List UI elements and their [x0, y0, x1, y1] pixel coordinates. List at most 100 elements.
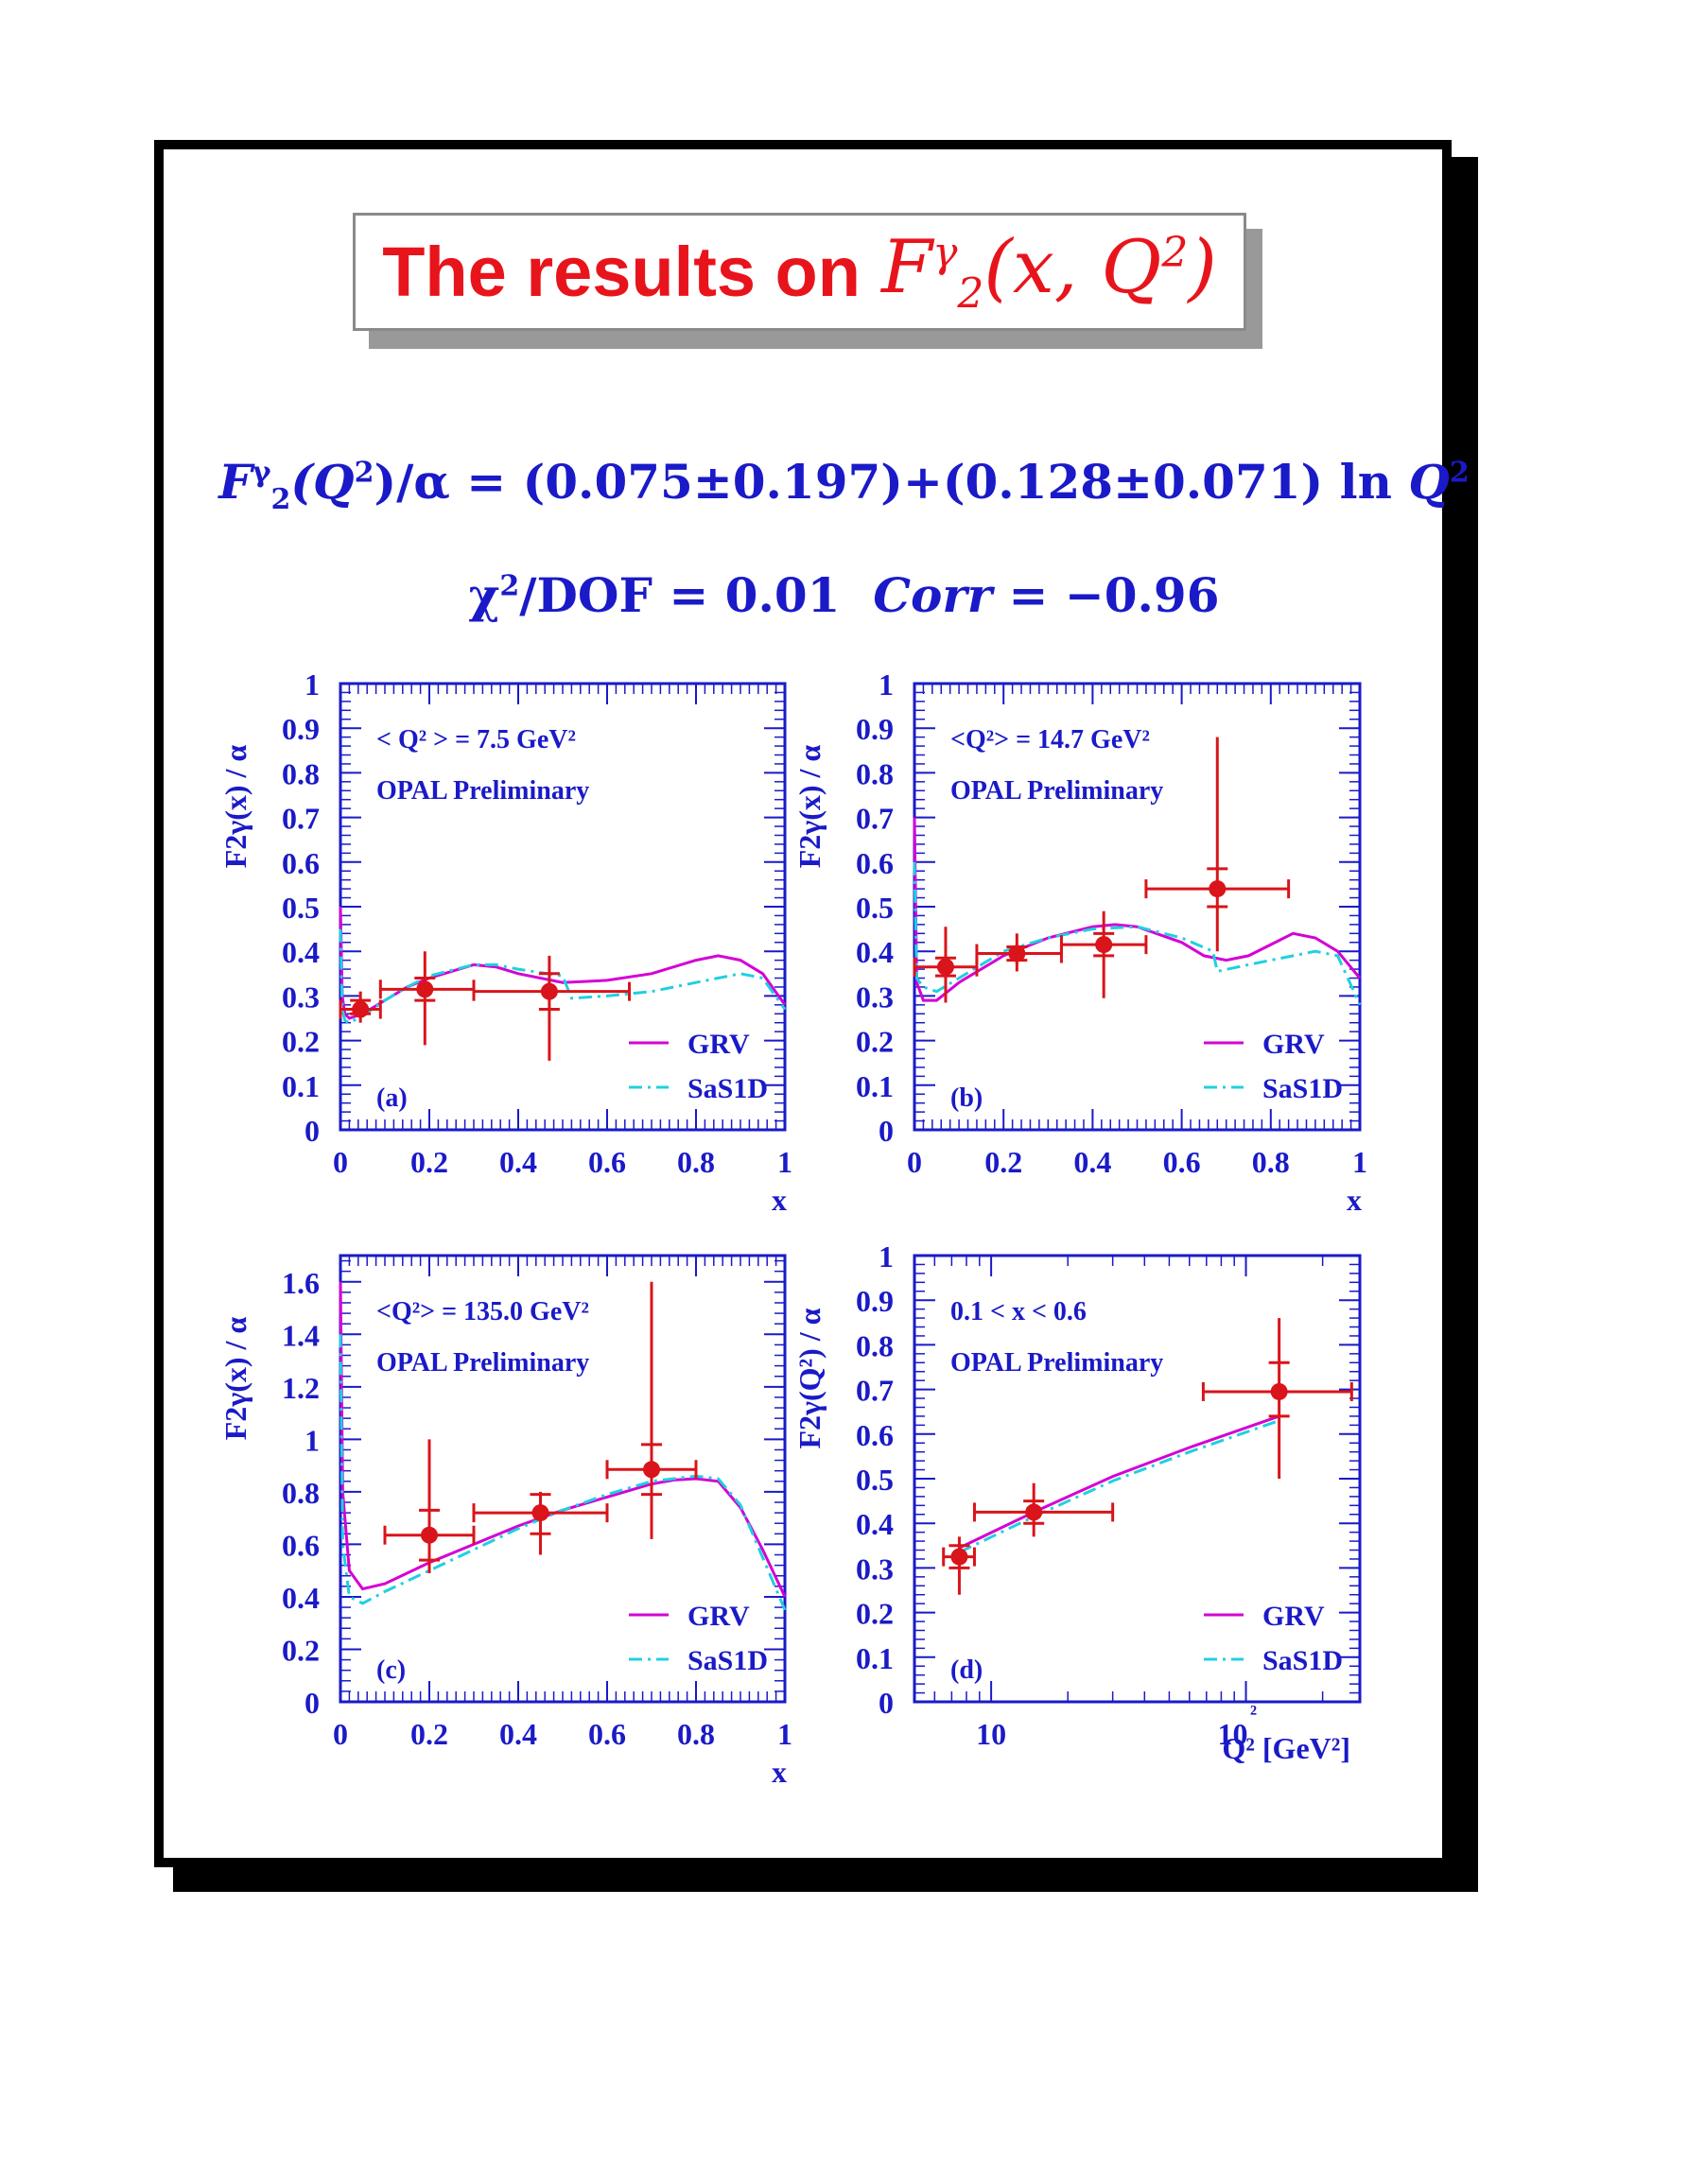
panel-a-ytick-label: 0.1: [282, 1069, 320, 1103]
panel-c-xtick-label: 1: [777, 1717, 792, 1751]
panel-b-opal-label: OPAL Preliminary: [950, 776, 1163, 806]
panel-b-ytick-label: 0.1: [856, 1069, 894, 1103]
panel-d-q2-annotation: 0.1 < x < 0.6: [950, 1297, 1087, 1326]
panel-d-legend-grv: GRV: [1262, 1601, 1325, 1632]
panel-b-ytick-label: 0.4: [856, 935, 894, 969]
panel-b-legend-sas: SaS1D: [1262, 1073, 1343, 1104]
panel-d-data-point: [950, 1548, 968, 1566]
panel-d-xtick-label: 10: [1218, 1717, 1248, 1751]
panel-d-xtick-label: 10: [976, 1717, 1006, 1751]
panel-a-data-point: [540, 982, 558, 1000]
panel-c-ytick-label: 1.6: [282, 1266, 320, 1300]
panel-a-legend-sas: SaS1D: [687, 1073, 768, 1104]
panel-d-xlabel: Q² [GeV²]: [1222, 1731, 1350, 1765]
panel-a-opal-label: OPAL Preliminary: [376, 776, 589, 806]
panel-d-xtick-label: ²: [1250, 1702, 1257, 1726]
panel-d-ytick-label: 0.4: [856, 1507, 894, 1541]
panel-a-ylabel: F2γ(x) / α: [218, 745, 252, 869]
panel-d-opal-label: OPAL Preliminary: [950, 1348, 1163, 1378]
panel-a-xtick-label: 0: [333, 1145, 348, 1179]
panel-b-ytick-label: 0.8: [856, 756, 894, 790]
panel-c-ytick-label: 1: [305, 1423, 320, 1457]
panel-a-ytick-label: 1: [305, 667, 320, 702]
panel-c-legend-sas: SaS1D: [687, 1645, 768, 1676]
panel-d-ytick-label: 0.9: [856, 1284, 894, 1318]
panel-a-curve-sas1d: [339, 928, 787, 1025]
panel-b-xtick-label: 0: [907, 1145, 922, 1179]
panel-b-xtick-label: 0.8: [1252, 1145, 1290, 1179]
panel-c-xtick-label: 0.8: [677, 1717, 715, 1751]
panel-a-xtick-label: 1: [777, 1145, 792, 1179]
panel-d-panel-label: (d): [950, 1655, 983, 1685]
panel-c-data-point: [531, 1504, 549, 1522]
panel-b-curve-sas1d: [913, 861, 1362, 1006]
panel-b-ytick-label: 1: [879, 667, 894, 702]
slide-frame: [154, 140, 1452, 1867]
panel-d-ytick-label: 0.1: [856, 1641, 894, 1675]
panel-b-xtick-label: 0.6: [1163, 1145, 1201, 1179]
panel-b-ytick-label: 0: [879, 1114, 894, 1148]
panel-c-ytick-label: 0.4: [282, 1581, 320, 1615]
panel-c-ytick-label: 1.4: [282, 1318, 320, 1352]
panel-a-xtick-label: 0.8: [677, 1145, 715, 1179]
panel-d-data-point: [1025, 1503, 1043, 1521]
fit-formula: Fγ2(Q2)/α = (0.075±0.197)+(0.128±0.071) …: [218, 454, 1470, 516]
panel-a-q2-annotation: < Q² > = 7.5 GeV²: [376, 725, 576, 754]
panel-c-xtick-label: 0.2: [410, 1717, 448, 1751]
panel-b-data-point: [1209, 880, 1227, 898]
panel-c-xtick-label: 0: [333, 1717, 348, 1751]
panel-c-ytick-label: 1.2: [282, 1371, 320, 1405]
panel-b-ytick-label: 0.7: [856, 802, 894, 836]
panel-a-data-point: [352, 1000, 370, 1018]
panel-b-data-point: [936, 958, 954, 976]
panel-b-ytick-label: 0.5: [856, 891, 894, 925]
panel-b-legend-grv: GRV: [1262, 1029, 1325, 1060]
panel-b-ytick-label: 0.2: [856, 1025, 894, 1059]
panel-b-xtick-label: 1: [1352, 1145, 1367, 1179]
panel-d-ytick-label: 0.5: [856, 1463, 894, 1497]
panel-d-ytick-label: 0.7: [856, 1374, 894, 1408]
chi2-line: χ2/DOF = 0.01 Corr = −0.96: [468, 567, 1220, 623]
panel-c-xlabel: x: [772, 1755, 787, 1789]
title-text: The results on: [382, 233, 861, 311]
panel-b-q2-annotation: <Q²> = 14.7 GeV²: [950, 725, 1150, 754]
panel-a-ytick-label: 0.9: [282, 712, 320, 746]
panel-d-ytick-label: 0.6: [856, 1418, 894, 1452]
panel-a-ytick-label: 0: [305, 1114, 320, 1148]
panel-a-xtick-label: 0.4: [499, 1145, 537, 1179]
panel-c-curve-grv: [339, 1281, 787, 1598]
panel-b-xtick-label: 0.4: [1073, 1145, 1111, 1179]
panel-b-panel-label: (b): [950, 1083, 983, 1113]
panel-c-data-point: [421, 1526, 438, 1544]
panel-d-ytick-label: 0.8: [856, 1328, 894, 1362]
panel-c-opal-label: OPAL Preliminary: [376, 1348, 589, 1378]
panel-a-data-point: [416, 980, 434, 998]
panel-d-curve-grv: [958, 1414, 1280, 1550]
panel-c-legend-grv: GRV: [687, 1601, 750, 1632]
panel-b-data-point: [1008, 945, 1026, 962]
panel-a-ytick-label: 0.7: [282, 802, 320, 836]
title-math: Fγ2(x, Q2): [880, 225, 1217, 319]
panel-d-curve-sas1d: [958, 1419, 1280, 1554]
panel-c-xtick-label: 0.4: [499, 1717, 537, 1751]
panel-b-xtick-label: 0.2: [984, 1145, 1022, 1179]
panel-c-ytick-label: 0: [305, 1686, 320, 1720]
panel-c-ytick-label: 0.6: [282, 1528, 320, 1562]
panel-c-ylabel: F2γ(x) / α: [218, 1317, 252, 1441]
panel-b-ylabel: F2γ(x) / α: [792, 745, 827, 869]
panel-c-data-point: [643, 1461, 660, 1479]
panel-c-ytick-label: 0.8: [282, 1476, 320, 1510]
panel-d-ytick-label: 0.2: [856, 1597, 894, 1631]
panel-b-curve-grv: [913, 817, 1362, 1002]
panel-c-ytick-label: 0.2: [282, 1633, 320, 1667]
panel-a-curve-grv: [339, 906, 787, 1020]
panel-a-xtick-label: 0.6: [588, 1145, 626, 1179]
panel-d-ytick-label: 1: [879, 1239, 894, 1274]
panel-d-ylabel: F2γ(Q²) / α: [792, 1308, 827, 1448]
panel-a-panel-label: (a): [376, 1083, 408, 1113]
panel-b-data-point: [1095, 936, 1113, 954]
panel-d-legend-sas: SaS1D: [1262, 1645, 1343, 1676]
panel-b-ytick-label: 0.6: [856, 846, 894, 880]
panel-d-ytick-label: 0: [879, 1686, 894, 1720]
